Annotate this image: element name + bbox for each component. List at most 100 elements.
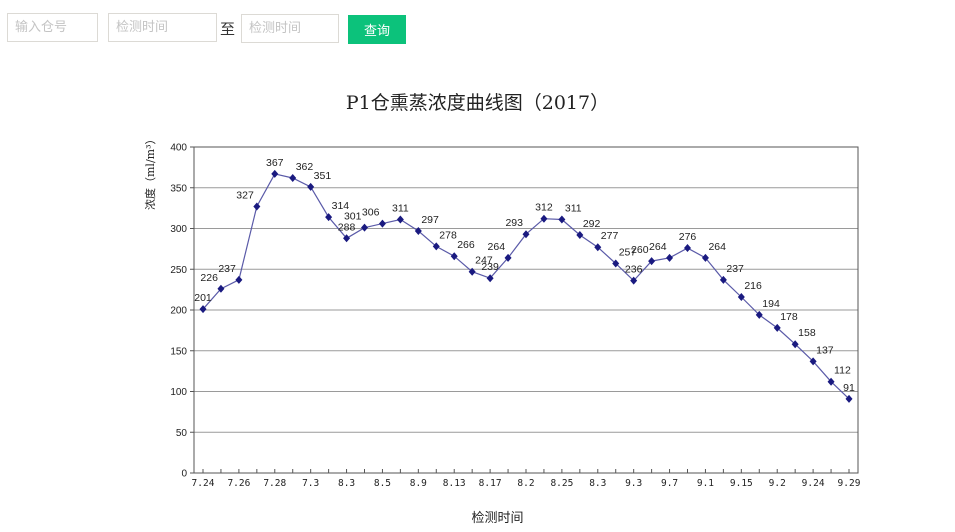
filter-bar: 至 查询 <box>0 0 955 60</box>
data-point-marker <box>289 173 297 182</box>
y-tick-label: 0 <box>181 469 187 480</box>
data-point-marker <box>343 234 351 243</box>
y-tick-label: 100 <box>170 387 187 398</box>
data-value-label: 237 <box>218 263 236 275</box>
data-point-marker <box>450 252 458 261</box>
data-value-label: 264 <box>708 241 726 253</box>
x-tick-label: 7.26 <box>227 478 250 489</box>
data-point-marker <box>361 223 368 232</box>
data-point-marker <box>684 244 691 253</box>
data-value-label: 362 <box>296 161 314 173</box>
x-tick-label: 8.3 <box>338 478 355 489</box>
x-tick-label: 9.7 <box>661 478 678 489</box>
data-value-label: 158 <box>798 327 816 339</box>
y-tick-label: 150 <box>170 346 187 357</box>
data-point-marker <box>468 267 476 276</box>
data-point-marker <box>612 259 620 268</box>
gridlines <box>194 187 858 433</box>
x-tick-label: 9.29 <box>838 478 861 489</box>
x-tick-label: 8.3 <box>589 478 606 489</box>
data-value-label: 236 <box>625 264 643 276</box>
x-tick-label: 9.24 <box>802 478 825 489</box>
x-tick-label: 9.2 <box>769 478 786 489</box>
data-point-marker <box>307 182 315 191</box>
plot-area-border <box>193 146 859 474</box>
data-point-marker <box>809 357 817 366</box>
data-value-label: 311 <box>565 203 582 215</box>
y-tick-label: 400 <box>170 143 187 154</box>
data-point-marker <box>396 215 404 224</box>
data-point-marker <box>845 394 853 403</box>
data-point-marker <box>576 231 584 240</box>
data-value-label: 292 <box>583 218 601 230</box>
data-point-marker <box>594 243 602 252</box>
data-value-label: 194 <box>762 298 780 310</box>
y-tick-label: 350 <box>170 183 187 194</box>
data-value-label: 277 <box>601 230 619 242</box>
data-value-label: 257 <box>619 247 637 259</box>
data-value-label: 266 <box>457 239 475 251</box>
y-tick-label: 200 <box>170 306 187 317</box>
data-value-label: 91 <box>843 382 855 394</box>
data-point-marker <box>540 214 548 223</box>
data-point-marker <box>719 275 727 284</box>
data-value-label: 288 <box>338 221 356 233</box>
y-axis-ticks: 0 50 100 150 200 250 300 350 400 <box>170 143 194 480</box>
data-point-marker <box>827 377 835 386</box>
end-date-input[interactable] <box>241 14 339 43</box>
data-point-marker <box>755 310 763 319</box>
x-tick-label: 9.1 <box>697 478 714 489</box>
data-point-marker <box>378 219 386 228</box>
data-value-label: 327 <box>236 189 254 201</box>
warehouse-number-input[interactable] <box>7 13 98 42</box>
query-button[interactable]: 查询 <box>348 15 406 44</box>
x-tick-label: 9.15 <box>730 478 753 489</box>
data-value-label: 264 <box>488 241 506 253</box>
data-value-label: 293 <box>505 217 523 229</box>
data-value-label: 137 <box>816 344 834 356</box>
y-tick-label: 50 <box>176 428 188 439</box>
data-point-marker <box>648 257 656 266</box>
x-tick-label: 8.13 <box>443 478 466 489</box>
data-point-marker <box>235 275 243 284</box>
data-value-label: 306 <box>362 207 380 219</box>
data-point-marker <box>271 169 279 178</box>
data-point-marker <box>504 253 512 262</box>
start-date-input[interactable] <box>108 13 217 42</box>
x-axis-label: 检测时间 <box>471 511 524 526</box>
data-value-label: 278 <box>439 229 457 241</box>
data-point-marker <box>414 226 422 235</box>
data-value-label: 216 <box>744 280 762 292</box>
data-value-label: 312 <box>535 202 553 214</box>
data-value-label: 237 <box>726 263 744 275</box>
x-tick-label: 8.5 <box>374 478 391 489</box>
data-point-marker <box>217 284 225 293</box>
data-value-label: 351 <box>314 170 332 182</box>
x-tick-label: 7.24 <box>192 478 215 489</box>
x-tick-label: 9.3 <box>625 478 642 489</box>
data-point-marker <box>630 276 638 285</box>
data-value-label: 297 <box>421 214 439 226</box>
data-value-label: 201 <box>194 292 212 304</box>
data-point-marker <box>522 230 530 239</box>
x-axis-ticks: 7.24 7.26 7.28 7.3 8.3 8.5 8.9 8.13 8.17 8.2 8.25 8… <box>192 469 861 489</box>
chart-title: P1仓熏蒸浓度曲线图（2017） <box>345 92 610 114</box>
data-value-label: 178 <box>780 311 798 323</box>
data-value-label: 311 <box>392 203 409 215</box>
x-tick-label: 7.3 <box>302 478 319 489</box>
data-point-marker <box>737 292 745 301</box>
data-value-label: 314 <box>332 200 350 212</box>
data-point-marker <box>199 305 207 314</box>
data-value-label: 239 <box>481 261 499 273</box>
y-tick-label: 250 <box>170 265 187 276</box>
x-tick-label: 7.28 <box>263 478 286 489</box>
data-point-marker <box>253 202 261 211</box>
data-value-label: 112 <box>834 365 851 377</box>
x-tick-label: 8.17 <box>479 478 502 489</box>
data-value-label: 276 <box>679 231 697 243</box>
data-value-label: 264 <box>649 241 667 253</box>
data-value-label: 301 <box>344 211 362 223</box>
data-value-label: 247 <box>475 255 493 267</box>
